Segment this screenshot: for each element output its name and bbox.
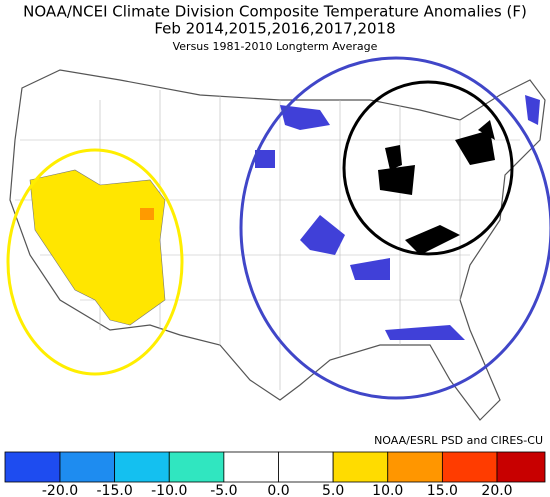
colorbar-box — [4, 451, 61, 483]
colorbar-tick-label: 20.0 — [481, 483, 512, 497]
colorbar-tick-label: -20.0 — [42, 483, 78, 497]
colorbar-box — [387, 451, 443, 483]
colorbar-tick-label: -15.0 — [97, 483, 133, 497]
colorbar-box — [223, 451, 279, 483]
subtitle: Feb 2014,2015,2016,2017,2018 — [154, 20, 395, 38]
colorbar: -20.0 -15.0 -10.0 -5.0 0.0 5.0 10.0 15.0 20.0 — [4, 451, 546, 497]
colorbar-tick-label: 5.0 — [322, 483, 344, 497]
colorbar-tick-label: -10.0 — [151, 483, 187, 497]
colorbar-box — [441, 451, 498, 483]
colorbar-box — [278, 451, 334, 483]
us-map — [6, 56, 550, 421]
colorbar-box — [168, 451, 225, 483]
colorbar-tick-label: 15.0 — [427, 483, 458, 497]
colorbar-tick-label: 0.0 — [267, 483, 289, 497]
title: NOAA/NCEI Climate Division Composite Tem… — [23, 3, 527, 21]
colorbar-tick-label: 10.0 — [372, 483, 403, 497]
colorbar-box — [59, 451, 116, 483]
colorbar-tick-label: -5.0 — [210, 483, 237, 497]
note: Versus 1981-2010 Longterm Average — [173, 40, 378, 53]
colorbar-box — [496, 451, 546, 483]
colorbar-box — [332, 451, 389, 483]
credit: NOAA/ESRL PSD and CIRES-CU — [374, 434, 543, 447]
colorbar-box — [114, 451, 170, 483]
